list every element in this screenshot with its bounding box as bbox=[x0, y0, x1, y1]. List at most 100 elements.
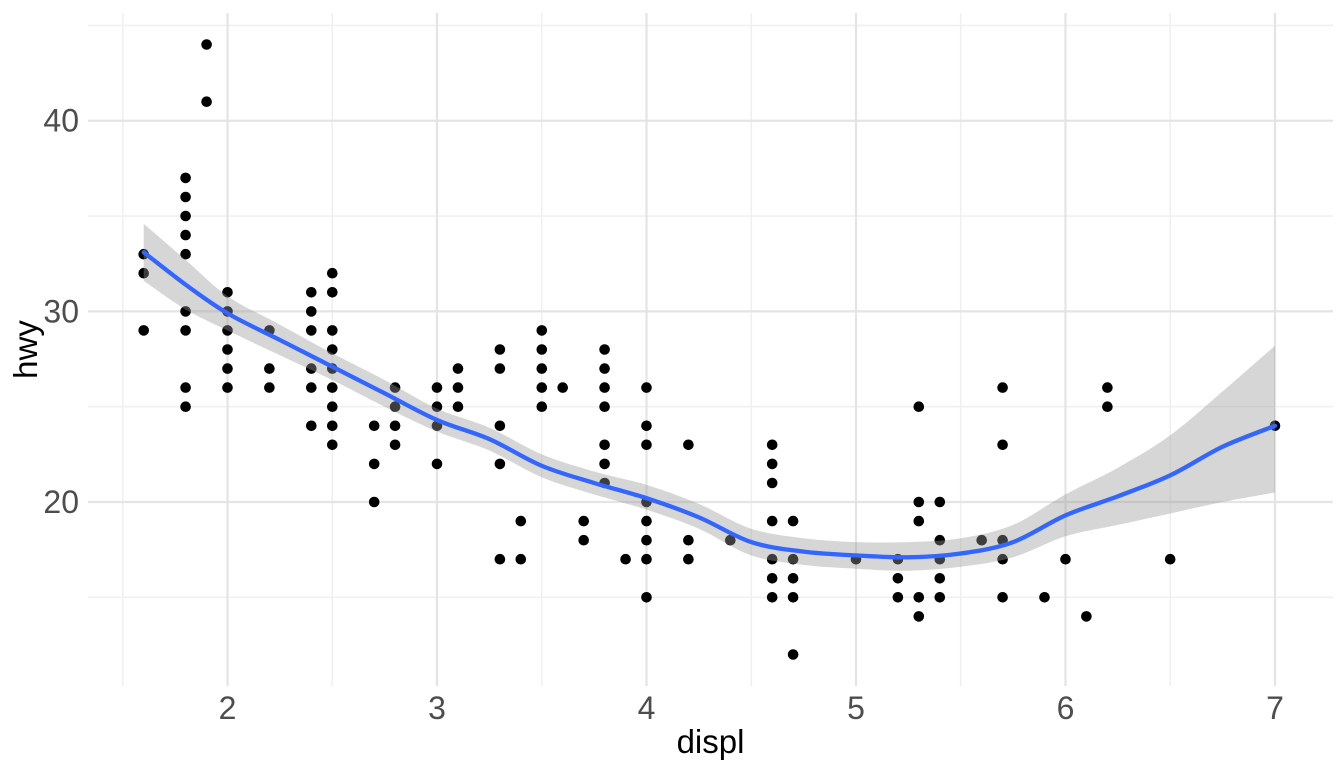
data-point bbox=[452, 401, 464, 413]
data-point bbox=[641, 420, 652, 432]
x-tick-label: 3 bbox=[428, 690, 446, 726]
x-tick-label: 2 bbox=[219, 690, 237, 726]
data-point bbox=[180, 325, 191, 336]
data-point bbox=[536, 363, 548, 374]
x-tick-label: 6 bbox=[1057, 690, 1075, 726]
data-point bbox=[368, 458, 380, 470]
data-point bbox=[515, 553, 527, 565]
data-point bbox=[222, 344, 233, 355]
data-point bbox=[1164, 553, 1176, 565]
data-point bbox=[1081, 611, 1092, 622]
data-point bbox=[997, 382, 1008, 393]
data-point bbox=[683, 439, 694, 451]
x-tick-label: 7 bbox=[1266, 690, 1284, 726]
data-point bbox=[913, 515, 925, 527]
data-point bbox=[934, 573, 946, 584]
data-point bbox=[389, 401, 401, 413]
data-point bbox=[787, 592, 799, 603]
data-point bbox=[138, 325, 149, 336]
data-point bbox=[494, 344, 506, 355]
data-point bbox=[599, 458, 610, 470]
data-point bbox=[536, 344, 548, 355]
data-point bbox=[494, 553, 506, 565]
axis-layer: displ hwy 2 3 4 5 6 7 20 30 40 bbox=[7, 103, 1284, 760]
data-point bbox=[264, 382, 275, 393]
data-point bbox=[180, 401, 191, 413]
data-point bbox=[306, 287, 317, 298]
data-point bbox=[431, 382, 443, 393]
data-point bbox=[766, 458, 778, 470]
data-point bbox=[222, 382, 233, 393]
data-point bbox=[913, 611, 925, 622]
data-point bbox=[327, 420, 338, 432]
data-point bbox=[620, 553, 631, 565]
data-point bbox=[578, 534, 589, 546]
data-point bbox=[976, 534, 987, 546]
data-point bbox=[327, 267, 338, 279]
y-axis-title: hwy bbox=[7, 320, 44, 379]
data-point bbox=[1102, 401, 1113, 413]
data-point bbox=[431, 401, 443, 413]
confidence-ribbon bbox=[143, 223, 1276, 571]
data-point bbox=[599, 382, 610, 393]
data-point bbox=[452, 382, 464, 393]
x-tick-label: 5 bbox=[847, 690, 865, 726]
data-point bbox=[787, 515, 799, 527]
data-point bbox=[327, 344, 338, 355]
smooth-line bbox=[141, 250, 1278, 560]
data-point bbox=[683, 553, 694, 565]
data-point bbox=[578, 515, 589, 527]
data-point bbox=[557, 382, 568, 393]
data-point bbox=[892, 592, 904, 603]
scatter-points-layer bbox=[138, 39, 1281, 660]
data-point bbox=[766, 592, 778, 603]
data-point bbox=[787, 573, 799, 584]
data-point bbox=[431, 458, 443, 470]
data-point bbox=[599, 439, 610, 451]
y-tick-label: 40 bbox=[43, 103, 79, 139]
y-tick-label: 30 bbox=[43, 293, 79, 329]
data-point bbox=[997, 553, 1008, 565]
data-point bbox=[641, 592, 652, 603]
data-point bbox=[180, 382, 191, 393]
data-point bbox=[368, 496, 380, 508]
data-point bbox=[599, 344, 610, 355]
data-point bbox=[180, 306, 191, 317]
data-point bbox=[683, 534, 694, 546]
data-point bbox=[997, 439, 1008, 451]
data-point bbox=[264, 363, 275, 374]
data-point bbox=[494, 420, 506, 432]
data-point bbox=[494, 458, 506, 470]
data-point bbox=[138, 267, 149, 279]
data-point bbox=[934, 496, 946, 508]
data-point bbox=[306, 306, 317, 317]
data-point bbox=[306, 363, 317, 374]
data-point bbox=[536, 401, 548, 413]
data-point bbox=[201, 96, 212, 107]
data-point bbox=[787, 553, 799, 565]
data-point bbox=[934, 592, 946, 603]
data-point bbox=[222, 287, 233, 298]
data-point bbox=[913, 496, 925, 508]
data-point bbox=[389, 382, 401, 393]
data-point bbox=[452, 363, 464, 374]
data-point bbox=[599, 401, 610, 413]
data-point bbox=[536, 325, 548, 336]
data-point bbox=[766, 477, 778, 489]
data-point bbox=[725, 534, 736, 546]
smooth-layer bbox=[141, 223, 1278, 571]
data-point bbox=[222, 325, 233, 336]
data-point bbox=[892, 573, 904, 584]
data-point bbox=[327, 325, 338, 336]
data-point bbox=[180, 191, 191, 203]
data-point bbox=[201, 39, 212, 50]
data-point bbox=[222, 363, 233, 374]
data-point bbox=[913, 592, 925, 603]
data-point bbox=[766, 573, 778, 584]
data-point bbox=[389, 420, 401, 432]
data-point bbox=[515, 515, 527, 527]
data-point bbox=[787, 649, 799, 660]
data-point bbox=[1039, 592, 1050, 603]
